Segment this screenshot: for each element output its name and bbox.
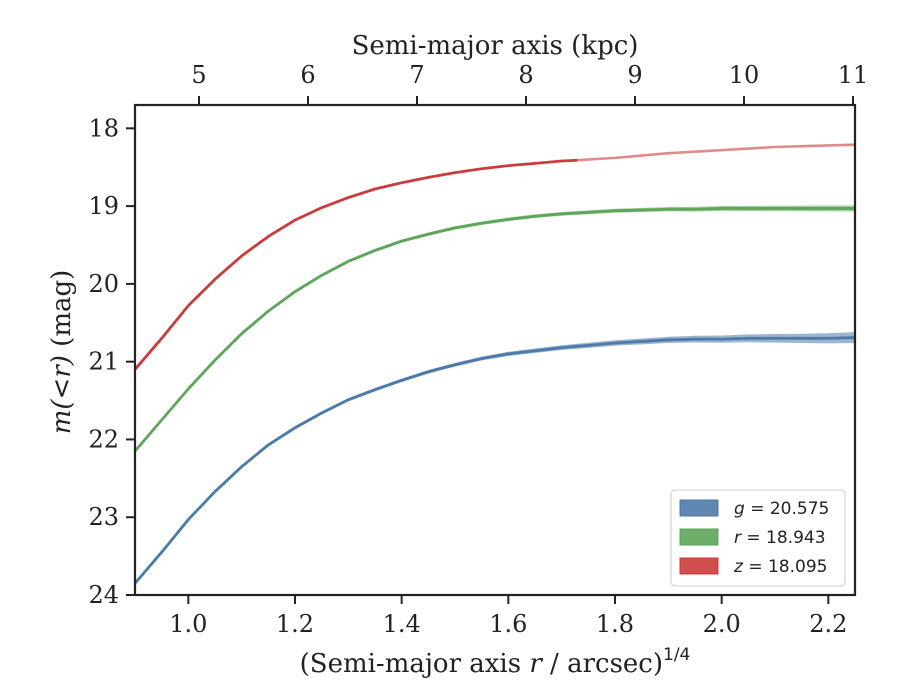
legend-label-r: r = 18.943: [734, 528, 826, 548]
x-tick-label: 1.6: [489, 610, 527, 638]
top-axis-title: Semi-major axis (kpc): [352, 31, 639, 61]
x-tick-label: 2.2: [809, 610, 847, 638]
y-tick-label: 18: [88, 114, 119, 142]
top-tick-label: 7: [409, 61, 424, 89]
ticks-layer: 1.0 1.2 1.4 1.6 1.8 2.0 2.2 18 19 20 21 22 23 24 5 6 7 8 9…: [88, 61, 868, 638]
series-line-r: [135, 207, 855, 453]
top-tick-label: 11: [838, 61, 869, 89]
series-band-r: [135, 205, 855, 453]
top-tick-label: 9: [627, 61, 642, 89]
legend-items: g = 20.575 r = 18.943 z = 18.095: [679, 499, 829, 577]
legend-label-z: z = 18.095: [733, 557, 827, 577]
series-layer: [135, 143, 855, 585]
legend-swatch-r: [679, 528, 719, 546]
top-tick-label: 5: [191, 61, 206, 89]
legend-swatch-z: [679, 557, 719, 575]
series-line-faded-z: [577, 143, 855, 162]
legend: g = 20.575 r = 18.943 z = 18.095: [670, 489, 846, 587]
x-tick-label: 2.0: [703, 610, 741, 638]
y-tick-label: 20: [88, 270, 119, 298]
x-tick-label: 1.2: [276, 610, 314, 638]
y-tick-label: 23: [88, 503, 119, 531]
y-tick-label: 24: [88, 581, 119, 609]
top-tick-label: 10: [729, 61, 760, 89]
series-line-g: [135, 336, 855, 585]
legend-swatch-g: [679, 499, 719, 517]
y-tick-label: 22: [88, 425, 119, 453]
x-tick-label: 1.0: [169, 610, 207, 638]
legend-label-g: g = 20.575: [734, 499, 829, 519]
x-tick-label: 1.8: [596, 610, 634, 638]
x-tick-label: 1.4: [383, 610, 421, 638]
top-tick-label: 8: [518, 61, 533, 89]
top-tick-label: 6: [300, 61, 315, 89]
x-axis-title: (Semi-major axis r / arcsec)1/4: [300, 645, 691, 679]
y-tick-label: 19: [88, 192, 119, 220]
series-line-z: [135, 158, 578, 371]
plot-frame: [133, 103, 857, 597]
y-axis-title: m(<r) (mag): [47, 270, 77, 435]
y-tick-label: 21: [88, 348, 119, 376]
